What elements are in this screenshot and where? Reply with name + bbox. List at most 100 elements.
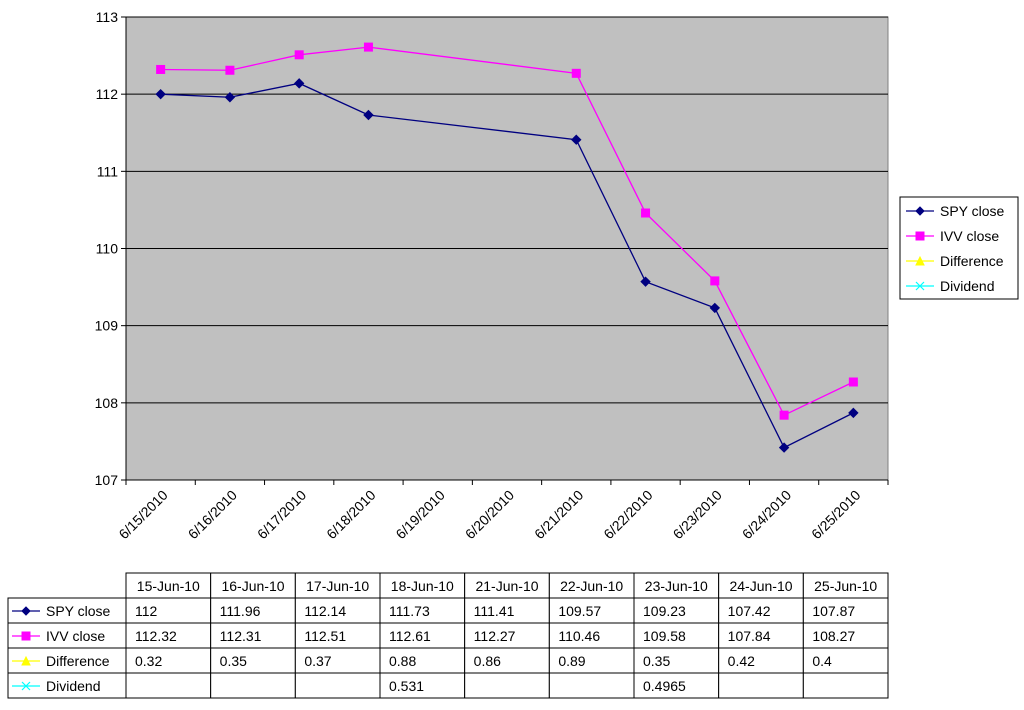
table-header-label: 22-Jun-10 (560, 578, 623, 594)
table-cell-value: 0.42 (728, 653, 755, 669)
x-tick-label: 6/24/2010 (739, 487, 795, 543)
table-cell-value: 112.51 (304, 628, 346, 644)
table-cell (633, 672, 720, 699)
legend-label-ivv-close: IVV close (940, 228, 999, 244)
x-tick-label: 6/23/2010 (670, 487, 726, 543)
table-cell (210, 622, 296, 649)
table-cell (464, 672, 550, 699)
data-point-spy-close (224, 92, 236, 103)
data-point-spy-close (363, 109, 374, 121)
data-point-ivv-close (779, 410, 789, 420)
data-point-ivv-close (571, 68, 581, 78)
x-tick-label: 6/16/2010 (185, 487, 241, 543)
table-cell (802, 647, 889, 674)
legend-label-spy-close: SPY close (940, 203, 1005, 219)
table-row-label: Dividend (46, 678, 100, 694)
table-header-cell (633, 572, 720, 599)
x-tick-label: 6/19/2010 (392, 487, 448, 543)
y-tick-label: 113 (96, 9, 119, 25)
table-header-label: 21-Jun-10 (475, 578, 538, 594)
table-cell-value: 107.87 (812, 603, 855, 619)
table-cell-value: 0.4965 (643, 678, 686, 694)
x-tick-label: 6/21/2010 (531, 487, 587, 543)
table-cell-value: 112.14 (304, 603, 346, 619)
table-cell (718, 647, 804, 674)
table-cell (548, 672, 635, 699)
table-cell-value: 0.88 (389, 653, 416, 669)
table-cell-value: 0.86 (474, 653, 501, 669)
data-point-spy-close (709, 302, 721, 314)
x-tick-label: 6/25/2010 (808, 487, 864, 543)
table-cell (125, 672, 212, 699)
legend-marker-spy-close (915, 206, 925, 216)
table-cell (210, 647, 296, 674)
table-row-label: Difference (46, 653, 110, 669)
table-header-cell (294, 572, 381, 599)
table-header-cell (802, 572, 889, 599)
table-header-label: 25-Jun-10 (814, 578, 877, 594)
table-cell-value: 0.37 (304, 653, 331, 669)
table-header-cell (125, 572, 212, 599)
table-cell (633, 622, 720, 649)
table-cell (633, 647, 720, 674)
table-row-key (7, 672, 127, 699)
table-cell-value: 0.89 (558, 653, 585, 669)
x-tick-label: 6/18/2010 (323, 487, 379, 543)
table-cell-value: 112 (135, 603, 158, 619)
table-header-cell (464, 572, 550, 599)
table-header-label: 24-Jun-10 (729, 578, 792, 594)
table-cell-value: 111.73 (389, 603, 430, 619)
table-cell-value: 110.46 (558, 628, 600, 644)
table-cell-value: 112.31 (220, 628, 262, 644)
table-cell-value: 109.23 (643, 603, 686, 619)
table-header-cell (718, 572, 804, 599)
data-point-ivv-close (156, 64, 166, 74)
table-row-label: SPY close (46, 603, 111, 619)
table-cell (464, 622, 550, 649)
data-point-ivv-close (363, 42, 373, 52)
table-key-marker-ivv-close (21, 631, 31, 641)
table-cell-value: 0.35 (220, 653, 247, 669)
table-cell-value: 0.35 (643, 653, 670, 669)
x-tick-label: 6/22/2010 (600, 487, 656, 543)
table-cell-value: 109.58 (643, 628, 686, 644)
table-cell (125, 622, 212, 649)
data-point-ivv-close (225, 65, 235, 75)
table-cell (210, 672, 296, 699)
table-cell (294, 647, 381, 674)
data-point-ivv-close (710, 276, 720, 286)
table-key-marker-dividend (21, 681, 31, 691)
table-cell (548, 647, 635, 674)
table-cell (379, 597, 466, 624)
table-cell-value: 111.41 (474, 603, 515, 619)
table-cell-value: 0.531 (389, 678, 424, 694)
legend-label-dividend: Dividend (940, 278, 994, 294)
marker-x-stroke (915, 281, 925, 291)
table-cell (210, 597, 296, 624)
table-row-label: IVV close (46, 628, 105, 644)
table-key-marker-spy-close (21, 606, 31, 616)
legend-marker-dividend (915, 281, 925, 291)
table-header-label: 15-Jun-10 (137, 578, 200, 594)
table-header-label: 16-Jun-10 (221, 578, 284, 594)
table-cell (294, 672, 381, 699)
data-point-ivv-close (294, 50, 304, 60)
table-cell-value: 0.32 (135, 653, 162, 669)
legend-marker-ivv-close (915, 231, 925, 241)
legend-marker-difference (915, 255, 925, 266)
marker-x-stroke (21, 681, 31, 691)
table-key-marker-difference (21, 655, 31, 666)
table-header-cell (548, 572, 635, 599)
data-point-ivv-close (848, 377, 858, 387)
y-tick-label: 109 (95, 318, 119, 334)
data-point-spy-close (848, 407, 859, 419)
data-point-spy-close (778, 442, 790, 453)
table-cell (718, 672, 804, 699)
data-point-spy-close (293, 78, 305, 89)
table-cell-value: 0.4 (812, 653, 832, 669)
data-point-ivv-close (641, 208, 651, 218)
table-cell (294, 622, 381, 649)
y-tick-label: 111 (97, 163, 118, 179)
table-cell (802, 672, 889, 699)
